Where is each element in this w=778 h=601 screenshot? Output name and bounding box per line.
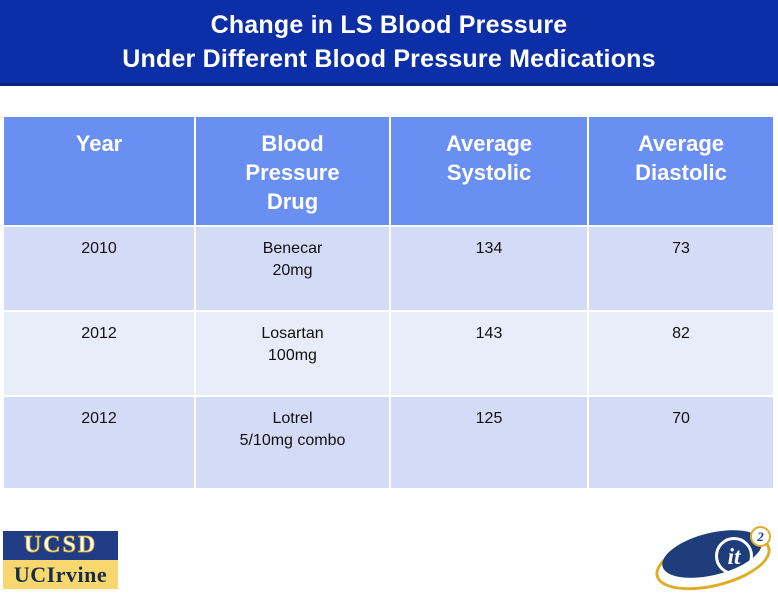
uc-irvine-logo-text: UCIrvine	[13, 561, 108, 587]
header-drug-line3: Drug	[266, 189, 319, 214]
row3-systolic-value: 125	[475, 410, 503, 427]
row1-diastolic-value: 73	[672, 240, 690, 257]
row2-diastolic-value: 82	[672, 325, 690, 342]
calit2-it-ring-icon: it	[715, 537, 753, 575]
slide-title-line2: Under Different Blood Pressure Medicatio…	[122, 44, 656, 73]
row2-year: 2012	[4, 312, 194, 395]
row2-drug-dose: 100mg	[268, 347, 317, 364]
header-drug-line2: Pressure	[245, 160, 340, 185]
calit2-superscript-2-text: 2	[757, 529, 764, 544]
row3-diastolic-value: 70	[672, 410, 690, 427]
row1-systolic-value: 134	[475, 240, 503, 257]
calit2-superscript-2-icon: 2	[750, 526, 771, 547]
row2-drug-name: Losartan	[261, 325, 324, 342]
uc-irvine-logo: UCIrvine	[3, 560, 118, 589]
row3-systolic: 125	[391, 397, 587, 488]
header-systolic-line1: Average	[445, 131, 532, 156]
row1-year: 2010	[4, 227, 194, 310]
header-drug-line1: Blood	[261, 131, 324, 156]
blood-pressure-table: Year Blood Pressure Drug Average Systoli…	[4, 117, 773, 488]
row1-year-value: 2010	[81, 240, 117, 257]
header-cell-diastolic: Average Diastolic	[589, 117, 773, 225]
header-cell-drug: Blood Pressure Drug	[196, 117, 389, 225]
header-cell-year: Year	[4, 117, 194, 225]
header-diastolic-line2: Diastolic	[635, 160, 727, 185]
header-systolic-line2: Systolic	[446, 160, 532, 185]
row3-diastolic: 70	[589, 397, 773, 488]
row2-systolic: 143	[391, 312, 587, 395]
row1-drug-dose: 20mg	[272, 262, 313, 279]
row3-year: 2012	[4, 397, 194, 488]
row3-drug: Lotrel 5/10mg combo	[196, 397, 389, 488]
title-banner: Change in LS Blood Pressure Under Differ…	[0, 0, 778, 86]
row1-drug: Benecar 20mg	[196, 227, 389, 310]
row3-drug-name: Lotrel	[272, 410, 313, 427]
row1-systolic: 134	[391, 227, 587, 310]
calit2-logo: it 2	[649, 521, 777, 601]
row1-drug-name: Benecar	[262, 240, 323, 257]
row3-drug-dose: 5/10mg combo	[239, 432, 346, 449]
row1-diastolic: 73	[589, 227, 773, 310]
ucsd-logo-text: UCSD	[23, 532, 98, 559]
calit2-it-text: it	[727, 543, 741, 569]
row2-year-value: 2012	[81, 325, 117, 342]
header-cell-systolic: Average Systolic	[391, 117, 587, 225]
header-year-line: Year	[75, 131, 123, 156]
row2-diastolic: 82	[589, 312, 773, 395]
slide-title-line1: Change in LS Blood Pressure	[210, 10, 568, 39]
ucsd-logo: UCSD	[3, 531, 118, 560]
row2-systolic-value: 143	[475, 325, 503, 342]
row3-year-value: 2012	[81, 410, 117, 427]
header-diastolic-line1: Average	[637, 131, 724, 156]
row2-drug: Losartan 100mg	[196, 312, 389, 395]
